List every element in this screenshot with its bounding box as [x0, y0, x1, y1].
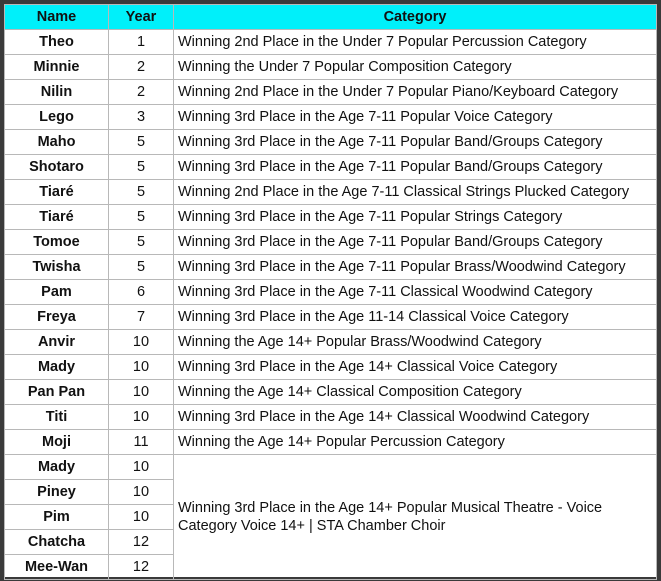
table-row: Pim 10 — [4, 504, 657, 530]
table-row: Tiaré 5 Winning 2nd Place in the Age 7-11 … — [4, 179, 657, 205]
category-cell: Winning 3rd Place in the Age 7-11 Popula… — [173, 154, 657, 180]
name-cell: Pan Pan — [4, 379, 109, 405]
table-row: Theo 1 Winning 2nd Place in the Under 7 Po… — [4, 29, 657, 55]
year-cell: 10 — [108, 354, 174, 380]
category-cell: Winning 2nd Place in the Under 7 Popular… — [173, 79, 657, 105]
year-cell: 2 — [108, 54, 174, 80]
year-cell: 6 — [108, 279, 174, 305]
year-cell: 7 — [108, 304, 174, 330]
name-cell: Minnie — [4, 54, 109, 80]
header-category: Category — [173, 4, 657, 30]
header-row: Name Year Category — [4, 4, 657, 30]
year-cell: 5 — [108, 204, 174, 230]
table-row: Minnie 2 Winning the Under 7 Popular Compo… — [4, 54, 657, 80]
category-cell: Winning 3rd Place in the Age 7-11 Popula… — [173, 254, 657, 280]
name-cell: Tiaré — [4, 204, 109, 230]
table-row: Tiaré 5 Winning 3rd Place in the Age 7-11 … — [4, 204, 657, 230]
table-row: Tomoe 5 Winning 3rd Place in the Age 7-11 … — [4, 229, 657, 255]
name-cell: Mee-Wan — [4, 554, 109, 580]
name-cell: Pim — [4, 504, 109, 530]
year-cell: 10 — [108, 504, 174, 530]
header-year: Year — [108, 4, 174, 30]
year-cell: 10 — [108, 404, 174, 430]
category-cell: Winning 3rd Place in the Age 7-11 Classi… — [173, 279, 657, 305]
category-cell: Winning 3rd Place in the Age 14+ Classic… — [173, 354, 657, 380]
category-cell: Winning the Under 7 Popular Composition … — [173, 54, 657, 80]
year-cell: 10 — [108, 479, 174, 505]
table-row: Titi 10 Winning 3rd Place in the Age 14+ C… — [4, 404, 657, 430]
year-cell: 5 — [108, 154, 174, 180]
category-cell: Winning 2nd Place in the Age 7-11 Classi… — [173, 179, 657, 205]
year-cell: 5 — [108, 229, 174, 255]
name-cell: Chatcha — [4, 529, 109, 555]
year-cell: 12 — [108, 554, 174, 580]
name-cell: Theo — [4, 29, 109, 55]
year-cell: 11 — [108, 429, 174, 455]
category-cell: Winning 3rd Place in the Age 7-11 Popula… — [173, 204, 657, 230]
name-cell: Mady — [4, 354, 109, 380]
name-cell: Nilin — [4, 79, 109, 105]
category-cell: Winning the Age 14+ Popular Percussion C… — [173, 429, 657, 455]
table-row: Mady 10 Winning 3rd Place in the Age 14+ C… — [4, 354, 657, 380]
year-cell: 5 — [108, 129, 174, 155]
table-row: Nilin 2 Winning 2nd Place in the Under 7 P… — [4, 79, 657, 105]
name-cell: Pam — [4, 279, 109, 305]
awards-table: Name Year Category Theo 1 Winning 2nd Plac… — [4, 4, 657, 580]
name-cell: Shotaro — [4, 154, 109, 180]
merged-category-cell: Winning 3rd Place in the Age 14+ Popular… — [173, 454, 657, 580]
name-cell: Titi — [4, 404, 109, 430]
year-cell: 2 — [108, 79, 174, 105]
name-cell: Maho — [4, 129, 109, 155]
year-cell: 5 — [108, 254, 174, 280]
year-cell: 10 — [108, 454, 174, 480]
year-cell: 10 — [108, 329, 174, 355]
name-cell: Tiaré — [4, 179, 109, 205]
year-cell: 1 — [108, 29, 174, 55]
year-cell: 5 — [108, 179, 174, 205]
table-row: Pam 6 Winning 3rd Place in the Age 7-11 Cl… — [4, 279, 657, 305]
table-row: Pan Pan 10 Winning the Age 14+ Classical C… — [4, 379, 657, 405]
name-cell: Lego — [4, 104, 109, 130]
name-cell: Twisha — [4, 254, 109, 280]
year-cell: 10 — [108, 379, 174, 405]
table-row: Shotaro 5 Winning 3rd Place in the Age 7-1… — [4, 154, 657, 180]
category-cell: Winning 3rd Place in the Age 7-11 Popula… — [173, 229, 657, 255]
table-row: Mady 10 Winning 3rd Place in the Age 14+ P… — [4, 454, 657, 580]
name-cell: Piney — [4, 479, 109, 505]
table-row: Maho 5 Winning 3rd Place in the Age 7-11 P… — [4, 129, 657, 155]
table-row: Moji 11 Winning the Age 14+ Popular Percus… — [4, 429, 657, 455]
table-row: Piney 10 — [4, 479, 657, 505]
name-cell: Freya — [4, 304, 109, 330]
name-cell: Tomoe — [4, 229, 109, 255]
table-row: Freya 7 Winning 3rd Place in the Age 11-14… — [4, 304, 657, 330]
header-name: Name — [4, 4, 109, 30]
category-cell: Winning the Age 14+ Popular Brass/Woodwi… — [173, 329, 657, 355]
year-cell: 3 — [108, 104, 174, 130]
category-cell: Winning 3rd Place in the Age 14+ Classic… — [173, 404, 657, 430]
category-cell: Winning the Age 14+ Classical Compositio… — [173, 379, 657, 405]
category-cell: Winning 3rd Place in the Age 11-14 Class… — [173, 304, 657, 330]
name-cell: Anvir — [4, 329, 109, 355]
category-cell: Winning 2nd Place in the Under 7 Popular… — [173, 29, 657, 55]
year-cell: 12 — [108, 529, 174, 555]
category-cell: Winning 3rd Place in the Age 7-11 Popula… — [173, 129, 657, 155]
category-cell: Winning 3rd Place in the Age 7-11 Popula… — [173, 104, 657, 130]
table-row: Chatcha 12 — [4, 529, 657, 555]
table-row: Anvir 10 Winning the Age 14+ Popular Brass… — [4, 329, 657, 355]
name-cell: Moji — [4, 429, 109, 455]
table-row: Lego 3 Winning 3rd Place in the Age 7-11 P… — [4, 104, 657, 130]
name-cell: Mady — [4, 454, 109, 480]
table-row: Twisha 5 Winning 3rd Place in the Age 7-11… — [4, 254, 657, 280]
table-row: Mee-Wan 12 — [4, 554, 657, 580]
